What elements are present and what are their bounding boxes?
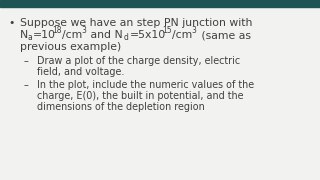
Text: d: d	[124, 33, 129, 42]
Text: Draw a plot of the charge density, electric: Draw a plot of the charge density, elect…	[37, 56, 240, 66]
Text: 3: 3	[191, 26, 196, 35]
Text: (same as: (same as	[197, 30, 251, 40]
Text: Suppose we have an step PN junction with: Suppose we have an step PN junction with	[20, 18, 252, 28]
Text: charge, E(0), the built in potential, and the: charge, E(0), the built in potential, an…	[37, 91, 244, 101]
Text: /cm: /cm	[62, 30, 82, 40]
Text: •: •	[8, 18, 14, 28]
Text: N: N	[20, 30, 28, 40]
Text: In the plot, include the numeric values of the: In the plot, include the numeric values …	[37, 80, 254, 90]
Text: 18: 18	[52, 26, 61, 35]
Text: and N: and N	[87, 30, 123, 40]
Text: –: –	[24, 56, 29, 66]
Text: field, and voltage.: field, and voltage.	[37, 67, 124, 77]
Text: /cm: /cm	[172, 30, 193, 40]
Text: 3: 3	[81, 26, 86, 35]
Text: –: –	[24, 80, 29, 90]
Text: 15: 15	[163, 26, 172, 35]
Text: a: a	[28, 33, 32, 42]
Text: previous example): previous example)	[20, 42, 121, 52]
Text: =10: =10	[33, 30, 56, 40]
Bar	[0, 0, 320, 7]
Text: dimensions of the depletion region: dimensions of the depletion region	[37, 102, 205, 112]
Text: =5x10: =5x10	[130, 30, 166, 40]
